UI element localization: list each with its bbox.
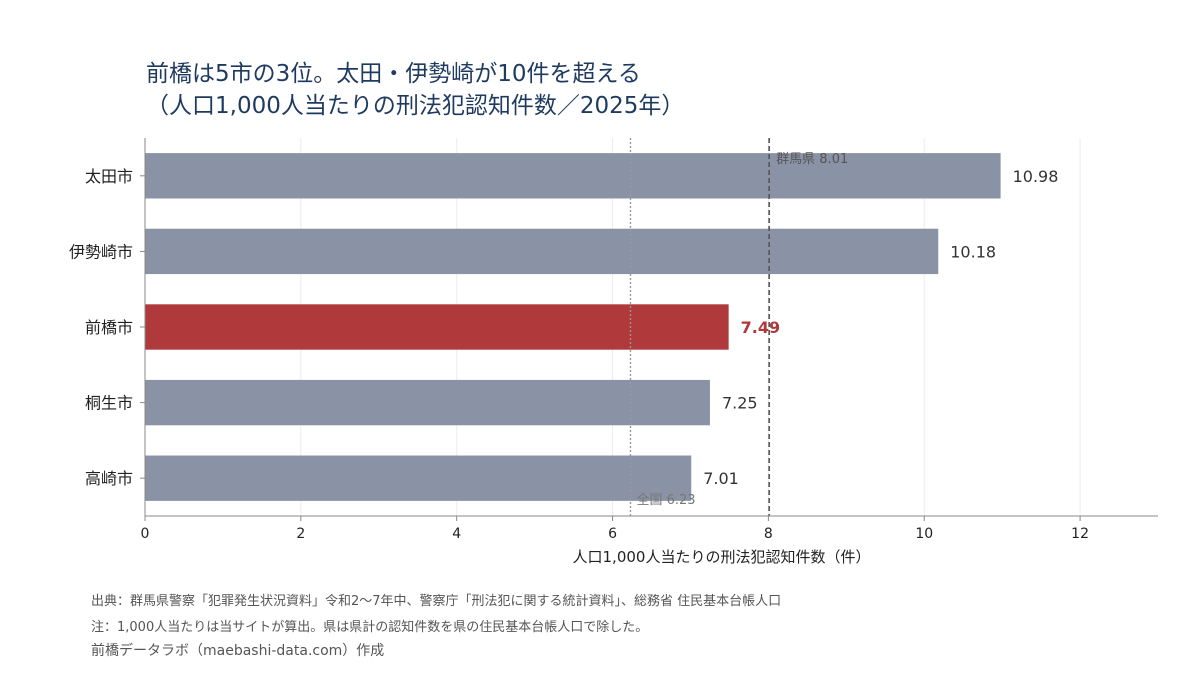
chart-title-line2: （人口1,000人当たりの刑法犯認知件数／2025年） [146, 93, 685, 119]
x-tick-label: 10 [915, 526, 933, 542]
bar [145, 455, 692, 501]
bar [145, 153, 1001, 199]
axes [140, 138, 1158, 521]
x-tick-label: 12 [1071, 526, 1089, 542]
x-tick-label: 6 [608, 526, 617, 542]
y-tick-label: 前橋市 [85, 318, 133, 337]
data-label: 7.01 [703, 469, 739, 488]
y-tick-label: 太田市 [85, 167, 133, 186]
x-tick-label: 8 [764, 526, 773, 542]
y-tick-label: 伊勢崎市 [69, 242, 133, 261]
labels: 0 2 4 6 8 10 12 太田市 10.98 伊勢崎市 10.18 前橋市 7.49 桐生市 7.25… [69, 152, 1089, 566]
reference-label-national: 全国 6.23 [636, 492, 695, 508]
chart-title: 前橋は5市の3位。太田・伊勢崎が10件を超える （人口1,000人当たりの刑法犯… [146, 58, 1146, 122]
chart-title-line1: 前橋は5市の3位。太田・伊勢崎が10件を超える [146, 61, 641, 87]
reference-lines [629, 138, 770, 516]
bar [145, 304, 729, 350]
x-tick-label: 4 [452, 526, 461, 542]
y-tick-label: 高崎市 [85, 469, 133, 488]
y-tick-label: 桐生市 [85, 394, 133, 413]
reference-label-prefecture: 群馬県 8.01 [776, 152, 848, 167]
bars [145, 153, 1001, 501]
credit-line: 前橋データラボ（maebashi-data.com）作成 [91, 643, 385, 659]
bar [145, 228, 939, 275]
x-tick-label: 0 [141, 526, 150, 542]
bar [145, 379, 710, 426]
data-label: 7.49 [741, 318, 780, 337]
x-tick-label: 2 [296, 526, 305, 542]
x-axis-title: 人口1,000人当たりの刑法犯認知件数（件） [573, 548, 871, 566]
data-label: 7.25 [722, 394, 758, 413]
source-note: 出典：群馬県警察「犯罪発生状況資料」令和2〜7年中、警察庁「刑法犯に関する統計資… [91, 594, 782, 609]
method-note: 注：1,000人当たりは当サイトが算出。県は県計の認知件数を県の住民基本台帳人口… [91, 620, 649, 635]
data-label: 10.98 [1013, 167, 1059, 186]
data-label: 10.18 [950, 242, 996, 261]
